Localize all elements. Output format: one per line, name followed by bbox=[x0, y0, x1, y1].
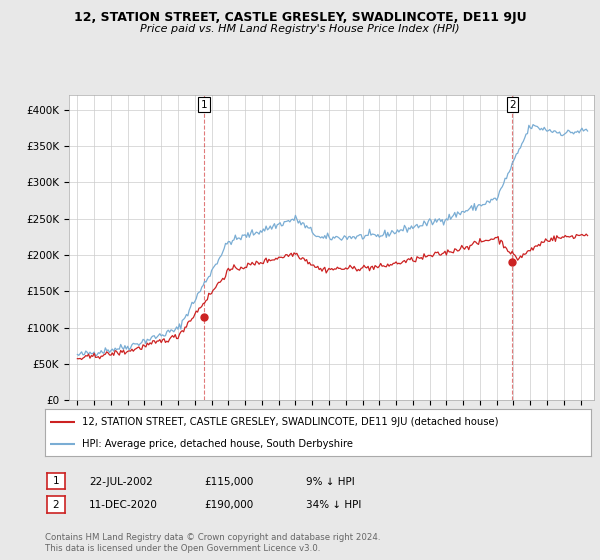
Text: 12, STATION STREET, CASTLE GRESLEY, SWADLINCOTE, DE11 9JU (detached house): 12, STATION STREET, CASTLE GRESLEY, SWAD… bbox=[82, 417, 499, 427]
Text: 11-DEC-2020: 11-DEC-2020 bbox=[89, 500, 158, 510]
Text: Contains HM Land Registry data © Crown copyright and database right 2024.
This d: Contains HM Land Registry data © Crown c… bbox=[45, 533, 380, 553]
Text: £190,000: £190,000 bbox=[204, 500, 253, 510]
Text: 1: 1 bbox=[201, 100, 208, 110]
Text: 9% ↓ HPI: 9% ↓ HPI bbox=[306, 477, 355, 487]
Text: 34% ↓ HPI: 34% ↓ HPI bbox=[306, 500, 361, 510]
Text: 2: 2 bbox=[52, 500, 59, 510]
Text: 12, STATION STREET, CASTLE GRESLEY, SWADLINCOTE, DE11 9JU: 12, STATION STREET, CASTLE GRESLEY, SWAD… bbox=[74, 11, 526, 24]
Text: 22-JUL-2002: 22-JUL-2002 bbox=[89, 477, 152, 487]
Text: HPI: Average price, detached house, South Derbyshire: HPI: Average price, detached house, Sout… bbox=[82, 438, 353, 449]
Text: £115,000: £115,000 bbox=[204, 477, 253, 487]
Text: Price paid vs. HM Land Registry's House Price Index (HPI): Price paid vs. HM Land Registry's House … bbox=[140, 24, 460, 34]
Text: 1: 1 bbox=[52, 476, 59, 486]
Text: 2: 2 bbox=[509, 100, 516, 110]
